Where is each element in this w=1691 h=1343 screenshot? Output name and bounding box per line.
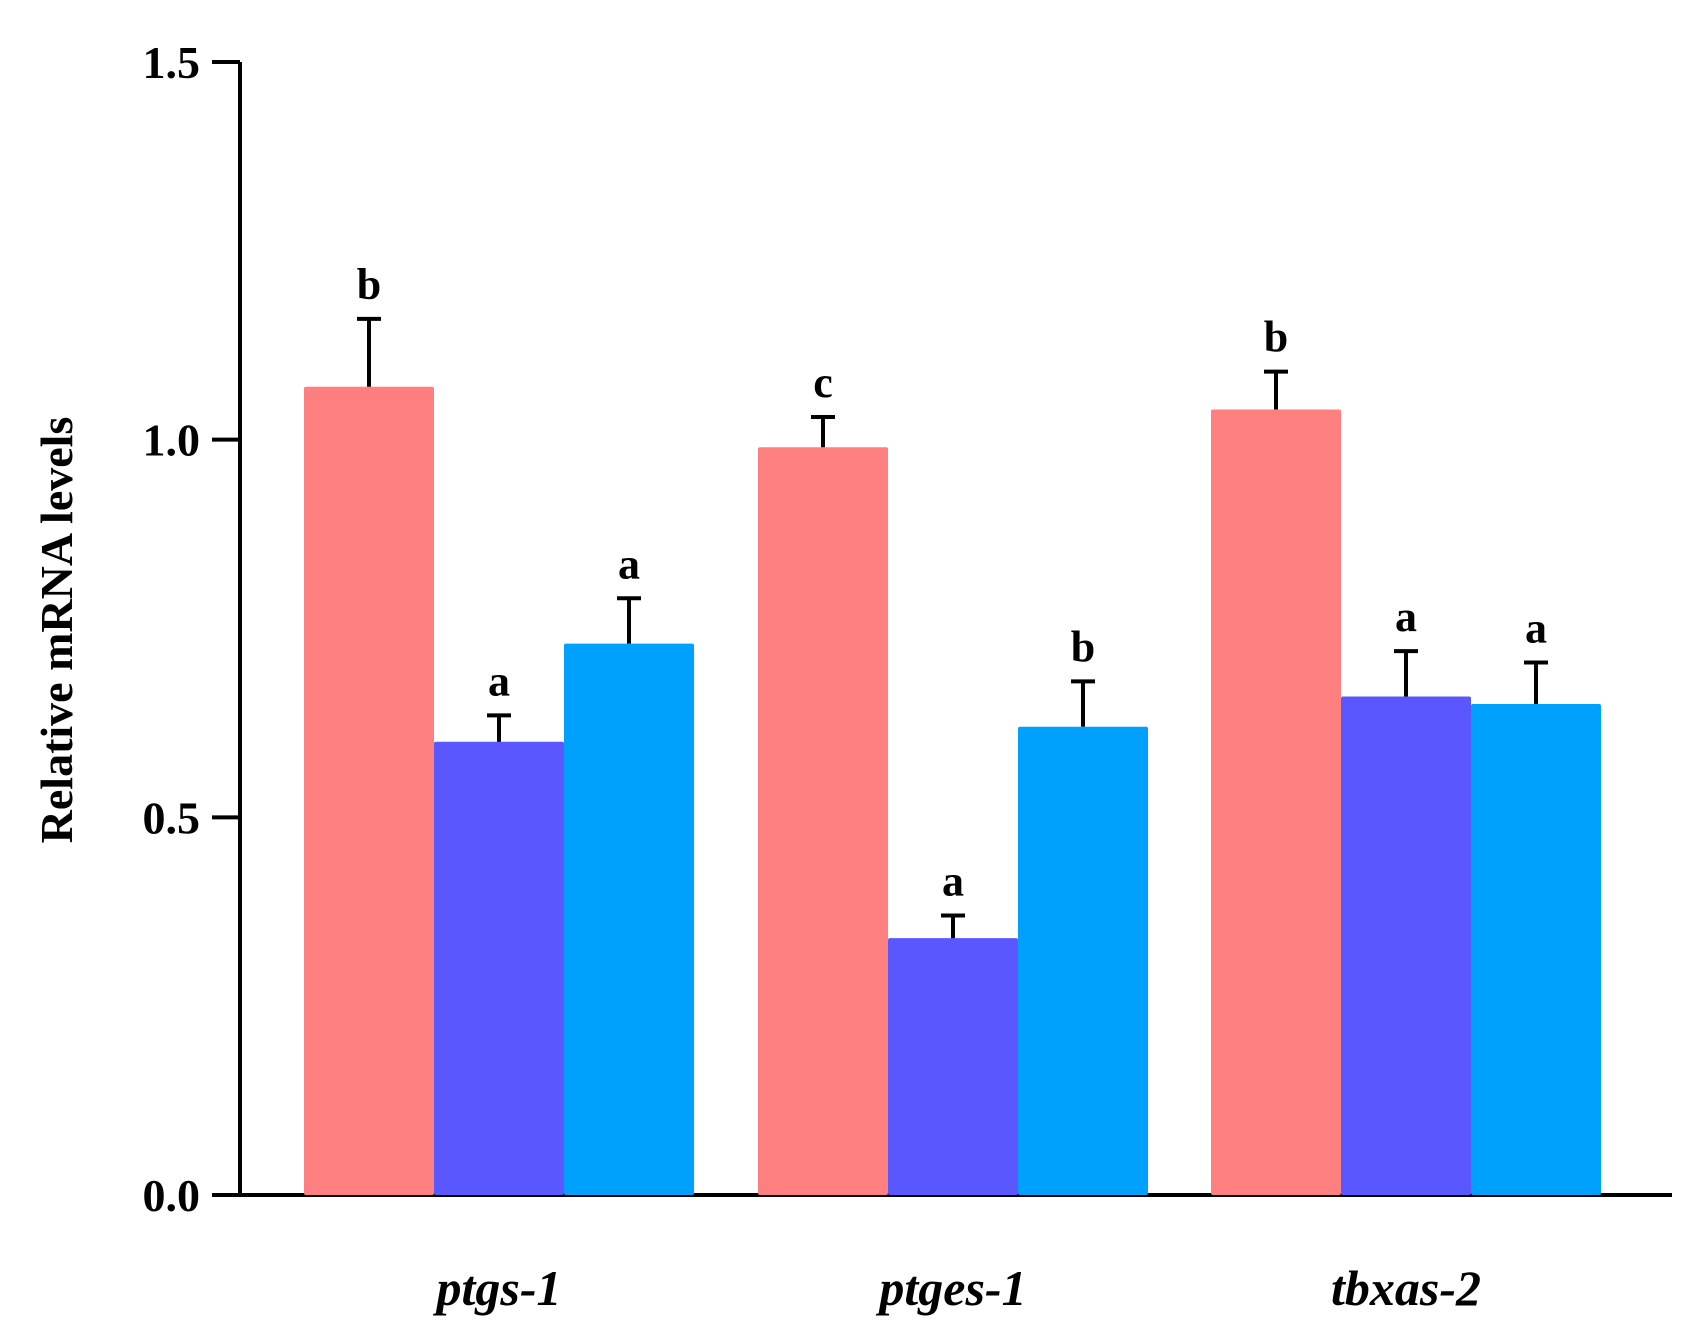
- significance-label: b: [1264, 313, 1288, 362]
- bar-ptges-1-1: [758, 447, 888, 1196]
- y-tick-label: 1.5: [143, 37, 201, 88]
- bar-ptges-1-2: [888, 938, 1018, 1195]
- x-category-label: tbxas-2: [1331, 1260, 1481, 1316]
- significance-label: a: [1525, 603, 1547, 652]
- significance-label: a: [488, 656, 510, 705]
- bar-tbxas-2-2: [1341, 696, 1471, 1195]
- bar-ptgs-1-3: [564, 643, 694, 1195]
- significance-label: a: [942, 857, 964, 906]
- bar-ptges-1-3: [1018, 726, 1148, 1195]
- x-category-label: ptgs-1: [433, 1260, 562, 1316]
- significance-label: c: [813, 358, 833, 407]
- significance-label: a: [1395, 592, 1417, 641]
- significance-label: b: [1071, 622, 1095, 671]
- plot-area: 0.0 0.5 1.0 1.5 b a a ptgs-1 c a b ptges-1 b a a tbxas-…: [143, 37, 1672, 1316]
- significance-label: b: [357, 260, 381, 309]
- bar-tbxas-2-1: [1211, 409, 1341, 1195]
- significance-label: a: [618, 539, 640, 588]
- x-category-label: ptges-1: [875, 1260, 1026, 1316]
- y-tick-label: 1.0: [143, 415, 201, 466]
- bar-tbxas-2-3: [1471, 704, 1601, 1195]
- y-tick-label: 0.0: [143, 1170, 201, 1221]
- y-tick-label: 0.5: [143, 792, 201, 843]
- y-axis-title: Relative mRNA levels: [31, 417, 82, 844]
- bar-ptgs-1-2: [434, 741, 564, 1195]
- bar-ptgs-1-1: [304, 386, 434, 1195]
